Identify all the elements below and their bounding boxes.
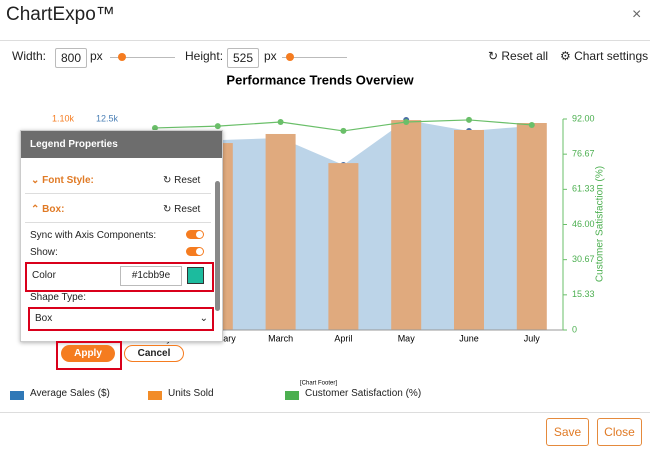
close-x[interactable]: ×: [632, 6, 642, 23]
legend-label: Customer Satisfaction (%): [305, 388, 422, 399]
divider: [0, 412, 650, 413]
chart-footer: [Chart Footer]: [300, 381, 337, 387]
legend-icon: [10, 391, 24, 400]
caret: ⌄: [199, 313, 208, 324]
bar: [516, 123, 547, 330]
line-point: [403, 118, 410, 125]
line-point: [277, 118, 284, 125]
width-label: Width:: [12, 49, 47, 63]
legend-panel: Legend Properties ⌄ Font Style: ↻ Reset …: [20, 130, 223, 342]
save-button[interactable]: Save: [546, 418, 589, 446]
x-tick-label: April: [334, 333, 352, 343]
chart-settings-text: Chart settings: [574, 49, 649, 63]
font-style-text: Font Style:: [42, 175, 94, 186]
y2-tick-label: 76.67: [572, 149, 595, 159]
y2-axis-title: Customer Satisfaction (%): [595, 166, 606, 282]
y2-tick-label: 15.33: [572, 289, 595, 299]
bar: [328, 163, 359, 330]
width-input[interactable]: 800: [55, 48, 87, 68]
reset[interactable]: ↻ Reset: [163, 204, 201, 215]
bar: [454, 129, 484, 330]
x-tick-label: May: [398, 333, 416, 343]
reset-all-text: Reset all: [501, 49, 549, 63]
color-row: Color #1cbb9e: [25, 262, 214, 292]
width-unit: px: [90, 49, 103, 63]
color-input[interactable]: #1cbb9e: [120, 266, 182, 286]
font-style[interactable]: ⌄ Font Style:: [31, 175, 94, 186]
color-swatch[interactable]: [187, 267, 204, 284]
y2-tick-label: 61.33: [572, 184, 595, 194]
height-label: Height:: [185, 49, 224, 63]
shape-value: Box: [35, 313, 53, 324]
x-tick-label: June: [459, 333, 479, 343]
y2-tick-label: 92.00: [572, 113, 595, 123]
show-toggle[interactable]: [186, 247, 204, 256]
annotation: 12.5k: [96, 113, 119, 123]
legend-label: Average Sales ($): [30, 388, 110, 399]
line-point: [214, 123, 221, 130]
x-tick-label: July: [524, 333, 541, 343]
line-point: [152, 124, 158, 131]
width-slider[interactable]: [110, 57, 175, 58]
shape-label: Shape Type:: [30, 292, 86, 303]
slider-knob[interactable]: [118, 53, 126, 61]
legend-icon: [148, 391, 162, 400]
line-point: [528, 121, 535, 128]
chart-settings[interactable]: ⚙ Chart settings: [560, 49, 649, 63]
height-input[interactable]: 525: [227, 48, 259, 68]
panel-title: Legend Properties: [21, 131, 222, 158]
sep: [25, 193, 211, 194]
chart-title: Performance Trends Overview: [226, 72, 414, 87]
cancel-button[interactable]: Cancel: [124, 345, 184, 362]
x-tick-label: March: [268, 333, 293, 343]
close-button[interactable]: Close: [597, 418, 642, 446]
divider: [0, 40, 650, 41]
line-point: [340, 127, 347, 134]
annotation: 1.10k: [52, 113, 75, 123]
box-section[interactable]: ⌃ Box:: [31, 204, 65, 215]
reset-text: Reset: [174, 175, 201, 186]
height-unit: px: [264, 49, 277, 63]
reset[interactable]: ↻ Reset: [163, 175, 201, 186]
shape-select[interactable]: Box ⌄: [28, 307, 214, 331]
sync-label: Sync with Axis Components:: [30, 230, 157, 241]
apply-button[interactable]: Apply: [61, 345, 115, 362]
app-title: ChartExpo™: [6, 4, 115, 25]
scrollbar[interactable]: [215, 181, 220, 311]
sync-toggle[interactable]: [186, 230, 204, 239]
line-point: [466, 116, 472, 123]
box-text: Box:: [42, 204, 65, 215]
bar: [391, 120, 422, 331]
apply-highlight: [56, 341, 122, 370]
y2-tick-label: 0: [572, 324, 577, 334]
bar: [265, 133, 296, 330]
height-slider[interactable]: [282, 57, 347, 58]
sep: [25, 222, 211, 223]
reset-all[interactable]: ↻ Reset all: [488, 49, 549, 63]
legend-icon: [285, 391, 299, 400]
color-label: Color: [32, 270, 56, 281]
y2-tick-label: 30.67: [572, 254, 595, 264]
slider-knob[interactable]: [286, 53, 294, 61]
show-label: Show:: [30, 247, 58, 258]
reset-text: Reset: [174, 204, 201, 215]
y2-tick-label: 46.00: [572, 219, 595, 229]
legend-label: Units Sold: [168, 388, 214, 399]
